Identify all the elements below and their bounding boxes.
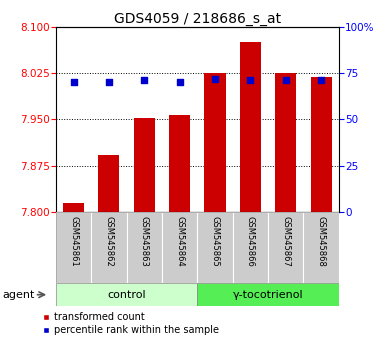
Point: [212, 76, 218, 81]
Point: [247, 78, 253, 83]
Bar: [56, 283, 197, 306]
Text: GSM545867: GSM545867: [281, 216, 290, 267]
Point: [70, 79, 77, 85]
Bar: [303, 212, 339, 283]
Text: agent: agent: [2, 290, 34, 299]
Text: GSM545861: GSM545861: [69, 216, 78, 267]
Bar: [240, 42, 261, 212]
Point: [283, 78, 289, 83]
Bar: [56, 212, 91, 283]
Bar: [134, 118, 155, 212]
Text: GSM545863: GSM545863: [140, 216, 149, 267]
Bar: [162, 212, 197, 283]
Text: γ-tocotrienol: γ-tocotrienol: [233, 290, 303, 300]
Point: [141, 78, 147, 83]
Text: GSM545865: GSM545865: [211, 216, 219, 267]
Bar: [233, 212, 268, 283]
Text: GSM545868: GSM545868: [316, 216, 326, 267]
Bar: [311, 77, 332, 212]
Text: GSM545866: GSM545866: [246, 216, 255, 267]
Point: [177, 79, 183, 85]
Bar: [268, 212, 303, 283]
Point: [318, 78, 324, 83]
Bar: [169, 114, 190, 212]
Bar: [197, 212, 233, 283]
Text: GSM545864: GSM545864: [175, 216, 184, 267]
Bar: [197, 283, 339, 306]
Bar: [127, 212, 162, 283]
Text: GSM545862: GSM545862: [104, 216, 114, 267]
Bar: [98, 155, 119, 212]
Bar: [63, 203, 84, 212]
Bar: [275, 73, 296, 212]
Bar: [204, 73, 226, 212]
Point: [106, 79, 112, 85]
Title: GDS4059 / 218686_s_at: GDS4059 / 218686_s_at: [114, 12, 281, 25]
Legend: transformed count, percentile rank within the sample: transformed count, percentile rank withi…: [42, 311, 220, 336]
Bar: [91, 212, 127, 283]
Text: control: control: [107, 290, 146, 300]
